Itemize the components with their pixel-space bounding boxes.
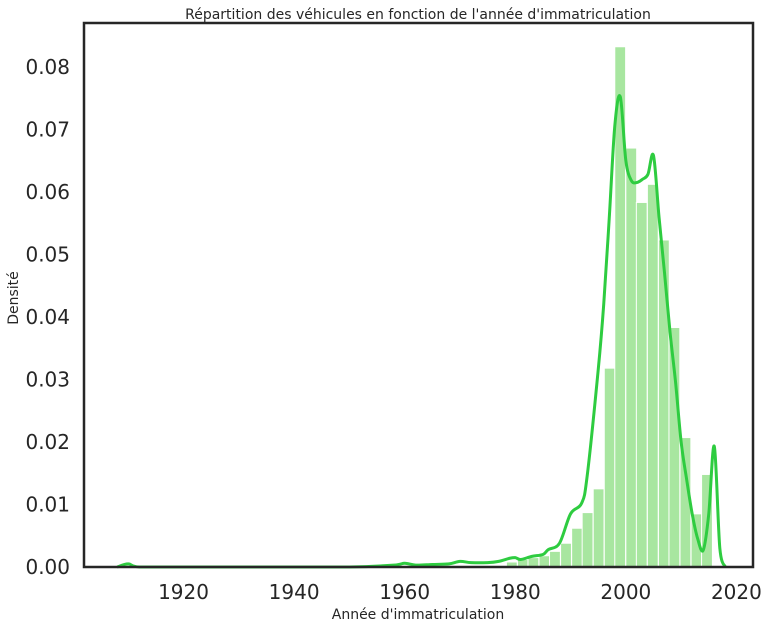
histogram-bar	[646, 183, 659, 568]
histogram-bar	[538, 555, 551, 568]
x-axis-label: Année d'immatriculation	[332, 607, 504, 623]
histogram-bar	[603, 367, 616, 568]
x-tick-label: 1960	[379, 580, 430, 604]
x-tick-label: 1940	[269, 580, 320, 604]
plot-frame	[82, 21, 755, 569]
y-tick-label: 0.04	[25, 305, 70, 329]
y-tick-label: 0.08	[25, 55, 70, 79]
y-tick-label: 0.01	[25, 492, 70, 516]
chart-title: Répartition des véhicules en fonction de…	[185, 7, 651, 23]
x-tick-label: 1980	[490, 580, 541, 604]
y-tick-label: 0.03	[25, 367, 70, 391]
histogram-bar	[657, 239, 670, 568]
y-tick-label: 0.06	[25, 180, 70, 204]
kde-curve	[116, 94, 727, 569]
histogram-bar	[527, 557, 540, 568]
x-tick-label: 2000	[600, 580, 651, 604]
x-tick-label: 2020	[711, 580, 762, 604]
y-tick-label: 0.05	[25, 242, 70, 266]
y-tick-label: 0.00	[25, 555, 70, 579]
y-tick-label: 0.02	[25, 430, 70, 454]
y-axis-ticks: 0.00 0.01 0.02 0.03 0.04 0.05 0.06 0.07 0.08	[25, 55, 70, 579]
histogram-bar	[560, 542, 572, 568]
histogram-bars	[505, 46, 713, 568]
histogram-bar	[635, 201, 648, 568]
y-tick-label: 0.07	[25, 117, 70, 141]
y-axis-label: Densité	[6, 271, 22, 325]
x-tick-label: 1920	[158, 580, 209, 604]
histogram-bar	[625, 147, 638, 568]
histogram-bar	[581, 512, 594, 568]
histogram-bar	[571, 527, 583, 568]
histogram-bar	[549, 550, 561, 568]
x-axis-ticks: 1920 1940 1960 1980 2000 2020	[158, 580, 762, 604]
histogram-bar	[592, 488, 605, 568]
